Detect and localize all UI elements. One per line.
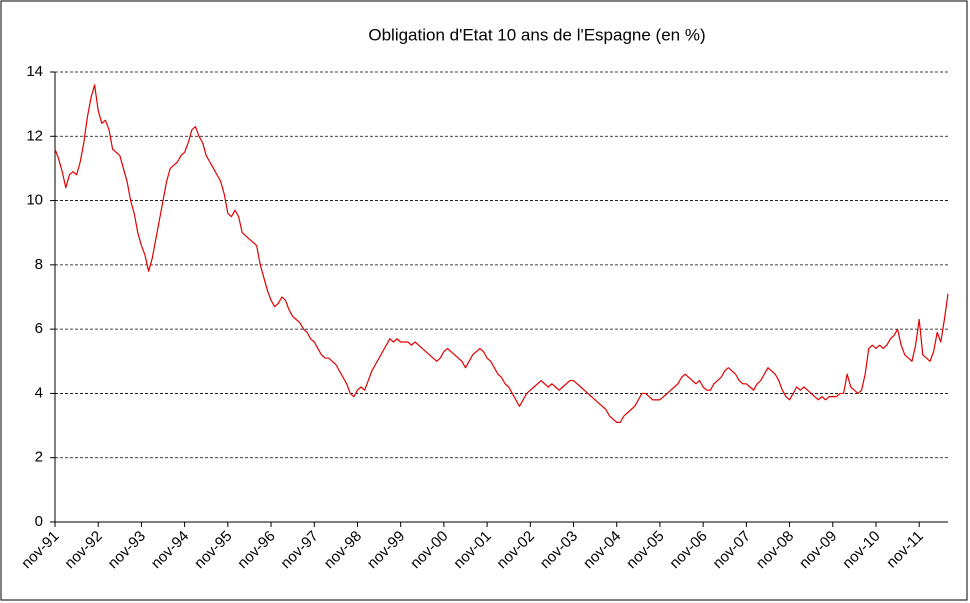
y-tick-label: 12 <box>26 127 43 144</box>
chart-title: Obligation d'Etat 10 ans de l'Espagne (e… <box>368 25 705 44</box>
y-tick-label: 10 <box>26 192 43 209</box>
y-tick-label: 4 <box>35 384 43 401</box>
y-tick-label: 6 <box>35 320 43 337</box>
y-tick-label: 8 <box>35 256 43 273</box>
y-tick-label: 0 <box>35 513 43 530</box>
y-tick-label: 2 <box>35 449 43 466</box>
data-line <box>54 84 949 423</box>
y-tick-label: 14 <box>26 63 43 80</box>
